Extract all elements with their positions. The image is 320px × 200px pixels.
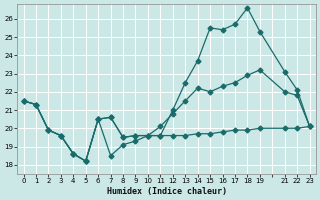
X-axis label: Humidex (Indice chaleur): Humidex (Indice chaleur): [107, 187, 227, 196]
